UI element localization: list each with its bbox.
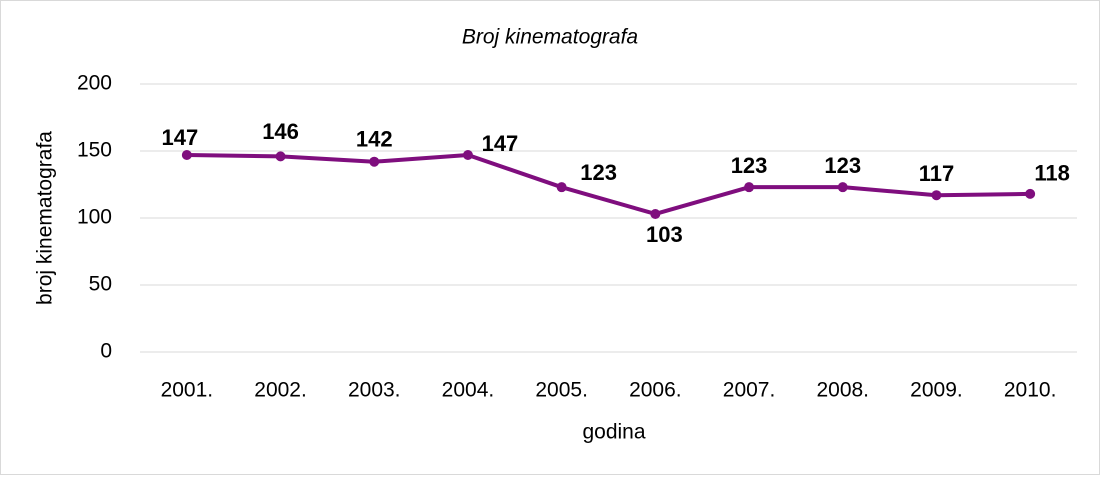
data-point	[181, 150, 192, 161]
data-point	[556, 182, 567, 193]
line-series	[186, 153, 1031, 216]
data-point	[837, 182, 848, 193]
chart-title: Broj kinematografa	[462, 26, 638, 49]
data-point	[1025, 188, 1036, 199]
data-label: 147	[482, 131, 519, 156]
data-label: 118	[1034, 161, 1070, 186]
y-tick-label: 50	[89, 273, 112, 296]
x-tick-label: 2001.	[161, 379, 214, 402]
x-tick-label: 2005.	[535, 379, 588, 402]
x-tick-label: 2002.	[254, 379, 307, 402]
y-tick-label: 200	[77, 72, 112, 95]
data-label: 123	[824, 153, 861, 178]
x-tick-label: 2006.	[629, 379, 682, 402]
data-label: 146	[262, 119, 299, 144]
x-tick-label: 2004.	[442, 379, 495, 402]
x-tick-label: 2008.	[816, 379, 869, 402]
data-point	[369, 156, 380, 167]
x-tick-label: 2003.	[348, 379, 401, 402]
data-label: 103	[646, 222, 683, 247]
y-tick-label: 0	[100, 340, 112, 363]
x-tick-label: 2010.	[1004, 379, 1057, 402]
data-label: 123	[731, 153, 768, 178]
y-axis-label: broj kinematografa	[34, 131, 57, 305]
data-label: 142	[356, 127, 393, 152]
y-tick-label: 100	[77, 206, 112, 229]
y-tick-label: 150	[77, 139, 112, 162]
data-point	[275, 151, 286, 162]
data-label: 147	[161, 125, 198, 150]
data-point	[931, 190, 942, 201]
data-point	[744, 182, 755, 193]
data-point	[650, 208, 661, 219]
data-label: 117	[919, 161, 955, 186]
x-tick-label: 2009.	[910, 379, 963, 402]
data-point	[462, 150, 473, 161]
x-axis-label: godina	[582, 421, 645, 444]
data-label: 123	[580, 160, 617, 185]
x-tick-label: 2007.	[723, 379, 776, 402]
